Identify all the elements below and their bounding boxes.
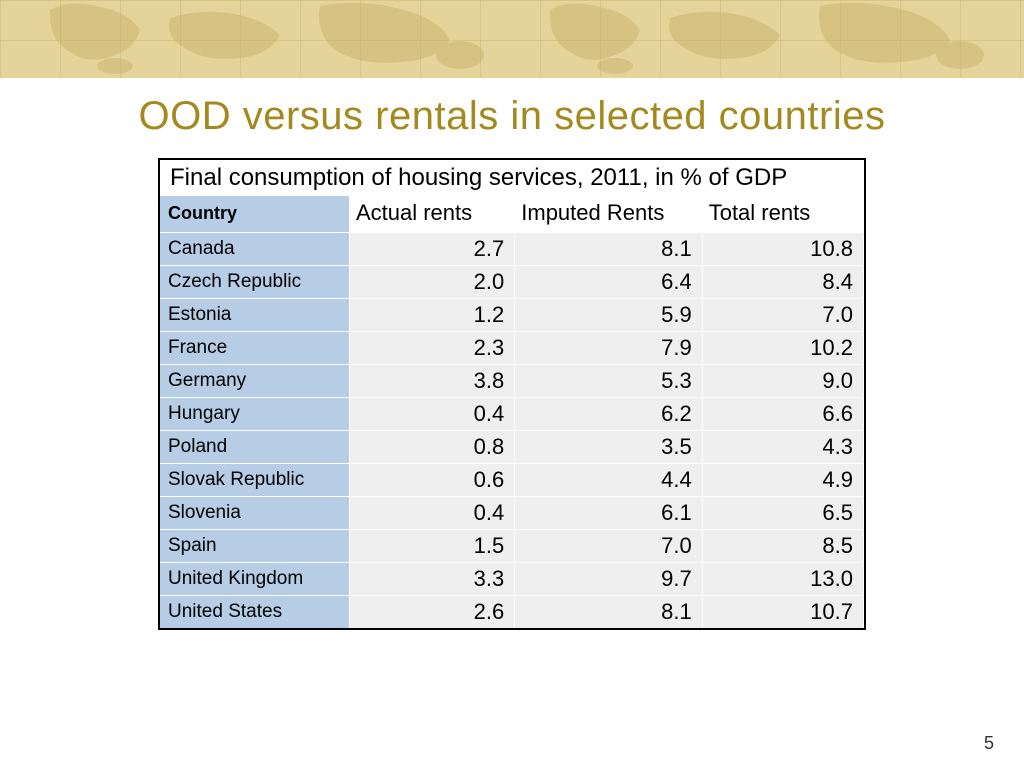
value-cell: 3.5 (515, 431, 702, 464)
header-imputed-rents: Imputed Rents (515, 196, 702, 233)
country-cell: Spain (160, 530, 349, 563)
country-cell: Czech Republic (160, 266, 349, 299)
value-cell: 6.4 (515, 266, 702, 299)
table-caption: Final consumption of housing services, 2… (160, 160, 864, 196)
header-country: Country (160, 196, 349, 233)
table-row: Germany3.85.39.0 (160, 365, 864, 398)
country-cell: United Kingdom (160, 563, 349, 596)
value-cell: 8.5 (702, 530, 863, 563)
table-row: Slovenia0.46.16.5 (160, 497, 864, 530)
value-cell: 3.3 (349, 563, 514, 596)
value-cell: 5.9 (515, 299, 702, 332)
value-cell: 2.7 (349, 233, 514, 266)
table-row: France2.37.910.2 (160, 332, 864, 365)
value-cell: 2.0 (349, 266, 514, 299)
table-row: Hungary0.46.26.6 (160, 398, 864, 431)
table-row: Poland0.83.54.3 (160, 431, 864, 464)
value-cell: 13.0 (702, 563, 863, 596)
value-cell: 2.3 (349, 332, 514, 365)
value-cell: 1.5 (349, 530, 514, 563)
value-cell: 6.5 (702, 497, 863, 530)
value-cell: 7.0 (515, 530, 702, 563)
page-number: 5 (984, 733, 994, 754)
table-row: Estonia1.25.97.0 (160, 299, 864, 332)
value-cell: 4.4 (515, 464, 702, 497)
value-cell: 0.8 (349, 431, 514, 464)
rents-table: Final consumption of housing services, 2… (160, 160, 864, 628)
table-row: Czech Republic2.06.48.4 (160, 266, 864, 299)
table-row: United Kingdom3.39.713.0 (160, 563, 864, 596)
value-cell: 8.1 (515, 233, 702, 266)
value-cell: 5.3 (515, 365, 702, 398)
value-cell: 0.4 (349, 398, 514, 431)
table-row: Canada2.78.110.8 (160, 233, 864, 266)
header-total-rents: Total rents (702, 196, 863, 233)
value-cell: 0.4 (349, 497, 514, 530)
value-cell: 10.7 (702, 596, 863, 629)
rents-table-container: Final consumption of housing services, 2… (158, 158, 866, 630)
country-cell: Canada (160, 233, 349, 266)
value-cell: 6.2 (515, 398, 702, 431)
value-cell: 7.0 (702, 299, 863, 332)
world-map-icon (520, 0, 1000, 78)
value-cell: 1.2 (349, 299, 514, 332)
value-cell: 7.9 (515, 332, 702, 365)
table-row: Spain1.57.08.5 (160, 530, 864, 563)
world-map-icon (20, 0, 500, 78)
country-cell: Hungary (160, 398, 349, 431)
table-row: Slovak Republic0.64.44.9 (160, 464, 864, 497)
country-cell: Poland (160, 431, 349, 464)
value-cell: 4.9 (702, 464, 863, 497)
header-actual-rents: Actual rents (349, 196, 514, 233)
country-cell: Germany (160, 365, 349, 398)
value-cell: 6.6 (702, 398, 863, 431)
value-cell: 10.2 (702, 332, 863, 365)
value-cell: 8.1 (515, 596, 702, 629)
table-row: United States2.68.110.7 (160, 596, 864, 629)
country-cell: United States (160, 596, 349, 629)
value-cell: 8.4 (702, 266, 863, 299)
country-cell: Slovak Republic (160, 464, 349, 497)
country-cell: Estonia (160, 299, 349, 332)
table-header-row: Country Actual rents Imputed Rents Total… (160, 196, 864, 233)
country-cell: Slovenia (160, 497, 349, 530)
world-map-banner (0, 0, 1024, 78)
value-cell: 10.8 (702, 233, 863, 266)
country-cell: France (160, 332, 349, 365)
value-cell: 9.7 (515, 563, 702, 596)
slide-title: OOD versus rentals in selected countries (0, 78, 1024, 150)
value-cell: 6.1 (515, 497, 702, 530)
value-cell: 9.0 (702, 365, 863, 398)
value-cell: 0.6 (349, 464, 514, 497)
value-cell: 4.3 (702, 431, 863, 464)
value-cell: 2.6 (349, 596, 514, 629)
value-cell: 3.8 (349, 365, 514, 398)
